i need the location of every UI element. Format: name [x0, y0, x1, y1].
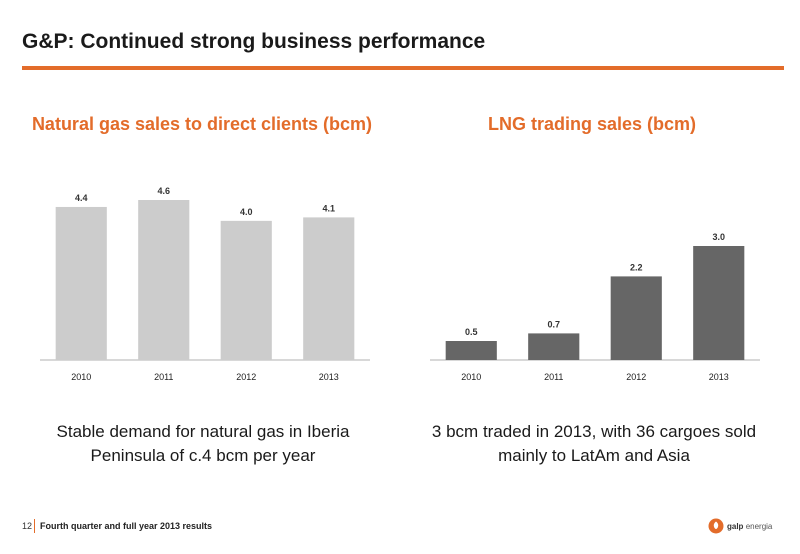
bar-value-label: 4.4 — [75, 193, 88, 203]
bar-2012 — [220, 220, 272, 360]
bar-2013 — [303, 217, 355, 360]
footer-text: Fourth quarter and full year 2013 result… — [40, 521, 213, 531]
footer-divider — [34, 519, 35, 533]
galp-logo-icon — [708, 518, 724, 534]
logo-suffix: energia — [745, 521, 773, 531]
bar-value-label: 3.0 — [712, 232, 725, 242]
x-tick-label: 2012 — [236, 372, 256, 382]
x-tick-label: 2010 — [461, 372, 481, 382]
bar-value-label: 0.5 — [465, 327, 478, 337]
logo-wordmark: galp energia — [727, 522, 772, 531]
bar-2012 — [610, 276, 662, 360]
x-tick-label: 2011 — [154, 372, 173, 382]
natural-gas-sales-chart: 4.4 2010 4.6 2011 4.0 2012 4.1 2013 — [40, 186, 370, 382]
bar-2011 — [138, 200, 190, 360]
lng-trading-sales-chart: 0.5 2010 0.7 2011 2.2 2012 3.0 2013 — [430, 232, 760, 382]
bar-value-label: 4.6 — [157, 186, 170, 196]
bar-2013 — [693, 246, 745, 360]
page-number: 12 — [22, 521, 33, 531]
left-chart-title: Natural gas sales to direct clients (bcm… — [31, 114, 373, 134]
galp-logo: galp energia — [708, 518, 772, 534]
right-caption: 3 bcm traded in 2013, with 36 cargoes so… — [431, 422, 757, 465]
bar-2010 — [55, 206, 107, 360]
bar-2010 — [445, 341, 497, 360]
bar-value-label: 0.7 — [547, 319, 560, 329]
bar-2011 — [528, 333, 580, 360]
title-rule — [22, 66, 784, 70]
slide-title: G&P: Continued strong business performan… — [22, 30, 486, 53]
x-tick-label: 2013 — [319, 372, 339, 382]
x-tick-label: 2013 — [709, 372, 729, 382]
right-chart-title: LNG trading sales (bcm) — [487, 114, 697, 134]
bar-value-label: 2.2 — [630, 262, 643, 272]
left-caption: Stable demand for natural gas in Iberia … — [56, 422, 350, 465]
logo-brand: galp — [727, 521, 744, 531]
bar-value-label: 4.0 — [240, 207, 253, 217]
x-tick-label: 2012 — [626, 372, 646, 382]
bar-value-label: 4.1 — [322, 203, 335, 213]
x-tick-label: 2010 — [71, 372, 91, 382]
x-tick-label: 2011 — [544, 372, 563, 382]
